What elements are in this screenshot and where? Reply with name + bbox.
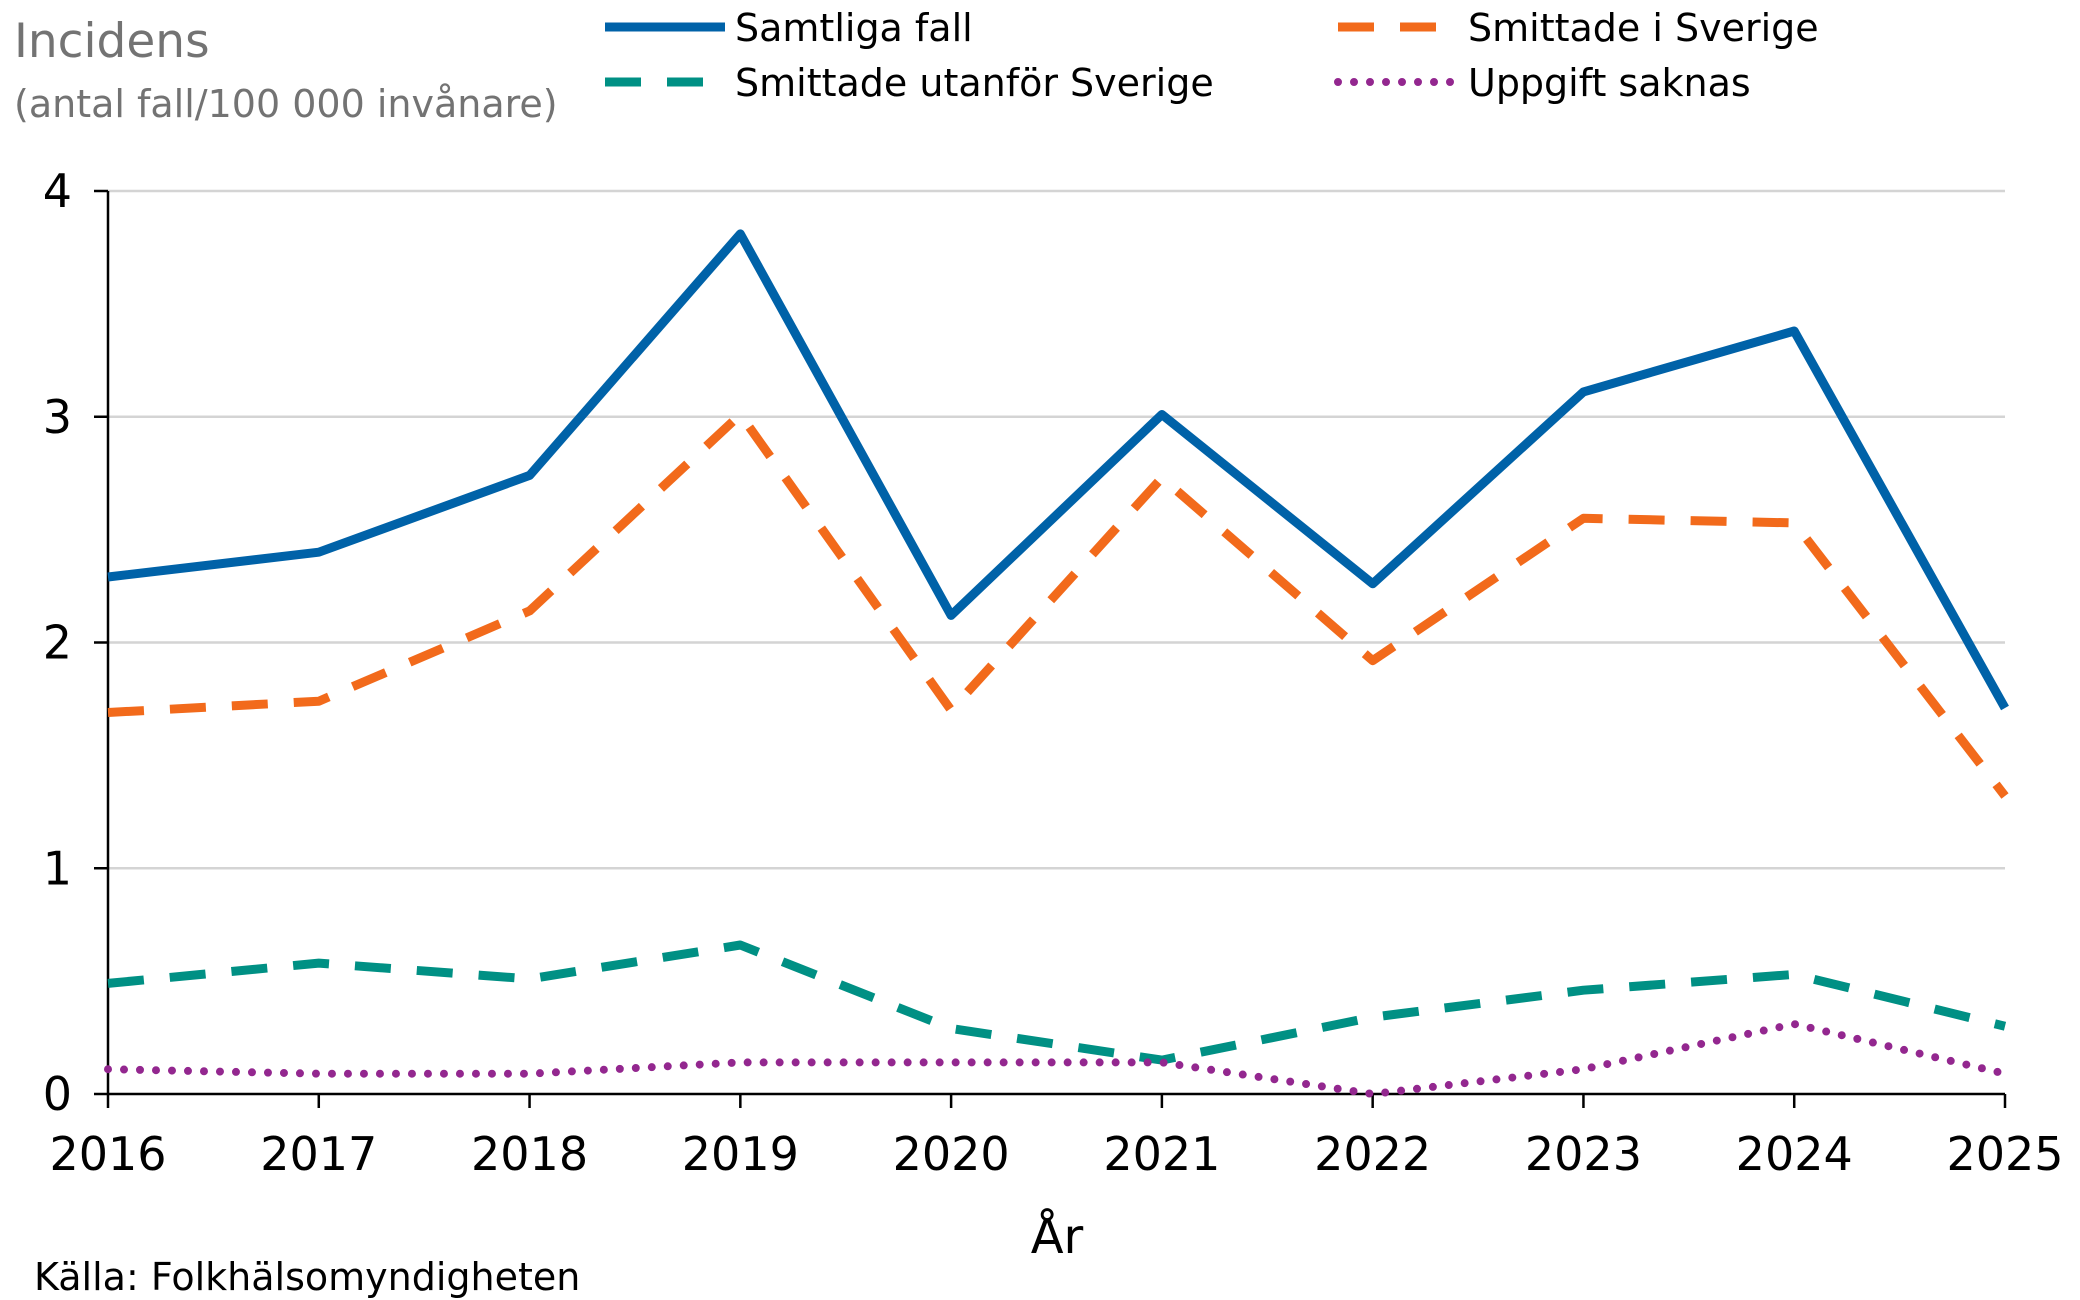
legend: Samtliga fall Smittade i Sverige Smittade … bbox=[605, 6, 1819, 105]
series-line-1 bbox=[107, 229, 2009, 711]
y-axis-title: Incidens bbox=[14, 14, 210, 69]
x-tick-label: 2016 bbox=[49, 1127, 166, 1181]
y-axis-unit: (antal fall/100 000 invånare) bbox=[14, 82, 558, 126]
x-tick-label: 2018 bbox=[471, 1127, 588, 1181]
x-tick-label: 2019 bbox=[682, 1127, 799, 1181]
gridlines bbox=[108, 189, 2005, 870]
series-lines bbox=[104, 229, 2009, 1098]
series-line-2 bbox=[107, 410, 2009, 799]
series-line-3 bbox=[107, 940, 2007, 1065]
x-tick-label: 2020 bbox=[893, 1127, 1010, 1181]
x-tick-label: 2023 bbox=[1525, 1127, 1642, 1181]
legend-label-4: Uppgift saknas bbox=[1468, 61, 1751, 105]
legend-label-1: Samtliga fall bbox=[735, 6, 973, 50]
series-line-4 bbox=[104, 1020, 2009, 1098]
y-tick-label: 3 bbox=[43, 390, 72, 444]
legend-label-2: Smittade i Sverige bbox=[1468, 6, 1819, 50]
x-tick-label: 2021 bbox=[1103, 1127, 1220, 1181]
axes bbox=[94, 189, 2007, 1108]
x-tick-label: 2024 bbox=[1736, 1127, 1853, 1181]
y-tick-label: 1 bbox=[43, 841, 72, 895]
x-tick-label: 2022 bbox=[1314, 1127, 1431, 1181]
y-tick-label: 4 bbox=[43, 164, 72, 218]
legend-label-3: Smittade utanför Sverige bbox=[735, 61, 1214, 105]
x-tick-label: 2025 bbox=[1946, 1127, 2063, 1181]
y-tick-label: 2 bbox=[43, 616, 72, 670]
x-axis-label: År bbox=[1031, 1208, 1084, 1265]
source-note: Källa: Folkhälsomyndigheten bbox=[34, 1255, 580, 1299]
tick-labels: 0 1 2 3 4 2016 2017 2018 2019 2020 2021 2022 2023 202… bbox=[43, 164, 2064, 1181]
y-tick-label: 0 bbox=[43, 1067, 72, 1121]
x-tick-label: 2017 bbox=[260, 1127, 377, 1181]
